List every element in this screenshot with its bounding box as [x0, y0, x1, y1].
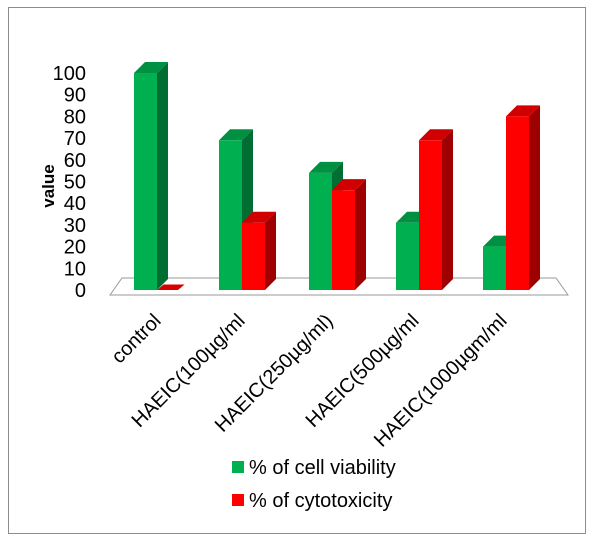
- y-axis-label: value: [39, 164, 58, 207]
- bar-cytotoxicity-4: [506, 105, 540, 291]
- bars: [134, 62, 540, 291]
- bar-cytotoxicity-2: [332, 179, 366, 290]
- y-tick-label: 100: [53, 63, 86, 85]
- legend-swatch-cytotoxicity: [232, 494, 244, 506]
- y-tick-label: 0: [75, 280, 86, 302]
- legend-label-cytotoxicity: % of cytotoxicity: [249, 490, 392, 512]
- y-tick-label: 50: [64, 172, 86, 194]
- bar-cytotoxicity-0: [157, 284, 185, 290]
- bar-cytotoxicity-1: [242, 211, 276, 290]
- x-category-label: control: [108, 310, 166, 368]
- y-tick-label: 80: [64, 106, 86, 128]
- x-axis-labels: controlHAEIC(100µg/mlHAEIC(250µg/ml)HAEI…: [108, 310, 512, 452]
- bar-cytotoxicity-3: [419, 129, 453, 290]
- bar-cell-viability-0: [134, 62, 168, 290]
- y-tick-label: 20: [64, 237, 86, 259]
- y-tick-label: 40: [64, 193, 86, 215]
- legend-swatch-cell-viability: [232, 461, 244, 473]
- y-tick-label: 70: [64, 128, 86, 150]
- y-tick-label: 30: [64, 215, 86, 237]
- y-tick-label: 90: [64, 85, 86, 107]
- legend: % of cell viability % of cytotoxicity: [232, 457, 396, 512]
- y-tick-label: 10: [64, 258, 86, 280]
- y-tick-label: 60: [64, 150, 86, 172]
- legend-label-cell-viability: % of cell viability: [249, 457, 396, 479]
